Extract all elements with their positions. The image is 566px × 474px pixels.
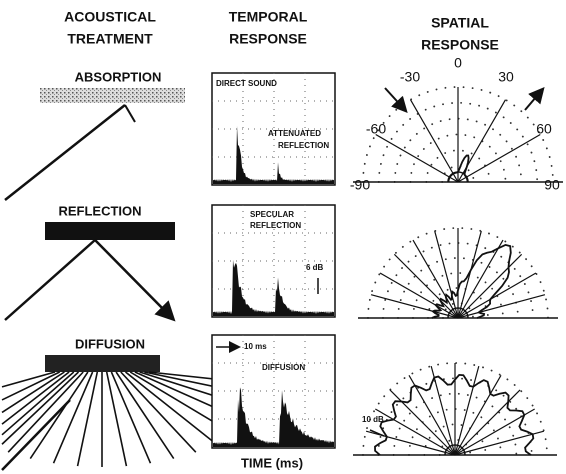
ray: [54, 372, 93, 463]
header: TREATMENT: [67, 31, 153, 47]
annotation: DIFFUSION: [262, 363, 305, 372]
reflected-ray: [95, 240, 172, 318]
absorber: [40, 88, 185, 103]
incident-ray: [5, 105, 125, 200]
arrow: [385, 88, 405, 110]
angle-label: 30: [498, 69, 514, 85]
spoke: [458, 295, 545, 318]
reflector: [45, 222, 175, 240]
treatment-label: DIFFUSION: [75, 336, 145, 351]
spoke: [458, 231, 481, 318]
incident-ray: [5, 240, 95, 320]
response-curve: [375, 375, 533, 455]
header: RESPONSE: [229, 31, 307, 47]
header: RESPONSE: [421, 37, 499, 53]
header: SPATIAL: [431, 15, 489, 31]
annotation: SPECULAR: [250, 210, 294, 219]
figure: ACOUSTICAL TREATMENT TEMPORAL RESPONSE S…: [0, 0, 566, 474]
header: ACOUSTICAL: [64, 9, 156, 25]
polar-plots: [353, 87, 563, 455]
diffuser: [45, 355, 160, 372]
annotation: 10 dB: [362, 415, 384, 424]
angle-label: 0: [454, 55, 462, 71]
annotation: REFLECTION: [278, 141, 329, 150]
spoke: [376, 135, 458, 183]
ray: [111, 372, 150, 463]
angle-label: -90: [350, 177, 370, 193]
ray: [121, 372, 196, 452]
header: TEMPORAL: [229, 9, 308, 25]
treatment-label: REFLECTION: [58, 203, 141, 218]
angle-label: -60: [366, 121, 386, 137]
axis-label: TIME (ms): [241, 455, 303, 470]
annotation: REFLECTION: [250, 221, 301, 230]
ray: [107, 372, 127, 466]
annotation: 6 dB: [306, 263, 324, 272]
angle-label: 90: [544, 177, 560, 193]
arrow: [525, 90, 542, 110]
annotation: DIRECT SOUND: [216, 79, 277, 88]
treatment-label: ABSORPTION: [75, 69, 162, 84]
angle-label: -30: [400, 69, 420, 85]
ray: [2, 372, 55, 387]
spoke: [458, 135, 540, 183]
spoke: [411, 100, 459, 182]
ray: [78, 372, 98, 466]
spoke: [371, 295, 458, 318]
annotation: 10 ms: [244, 342, 267, 351]
angle-label: 60: [536, 121, 552, 137]
annotation: ATTENUATED: [268, 129, 321, 138]
reflected-ray: [125, 105, 135, 122]
ray: [2, 372, 74, 435]
